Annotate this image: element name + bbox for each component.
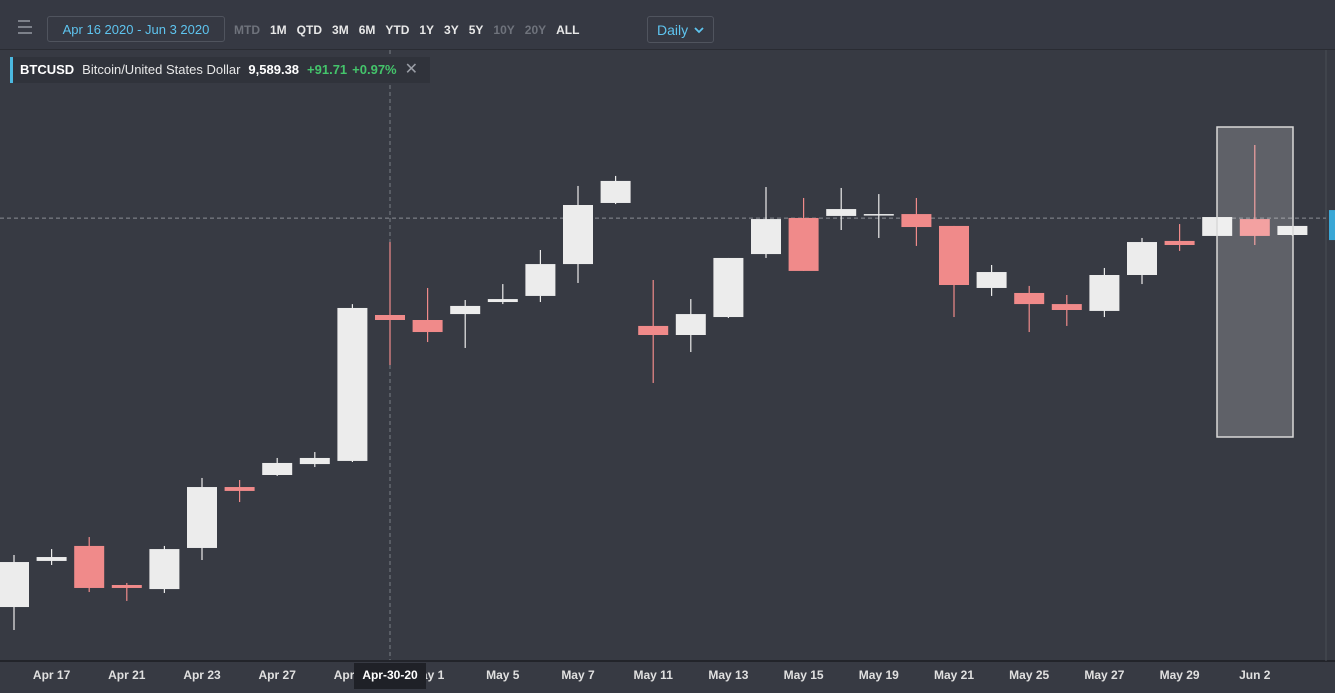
range-button[interactable]: 1Y — [419, 23, 435, 37]
x-tick-label: Apr 27 — [259, 668, 297, 682]
candle-body — [1239, 219, 1270, 236]
range-button[interactable]: 6M — [358, 23, 376, 37]
plot-background — [0, 50, 1335, 693]
range-button: 20Y — [524, 23, 547, 37]
x-tick-label: May 5 — [486, 668, 520, 682]
candle-body — [863, 214, 894, 216]
range-button[interactable]: 1M — [270, 23, 287, 37]
candle-body — [939, 225, 969, 285]
x-tick-label: Apr 17 — [33, 668, 71, 682]
candle-body — [1089, 275, 1120, 311]
candle-body — [638, 325, 669, 335]
range-button: MTD — [234, 23, 260, 37]
menu-icon[interactable] — [14, 20, 32, 36]
candle-body — [525, 264, 556, 296]
x-tick-label: May 27 — [1084, 668, 1124, 682]
candle-body — [1164, 240, 1195, 245]
close-button[interactable]: ✕ — [404, 61, 419, 78]
candle-body — [224, 487, 255, 491]
candle-body — [675, 314, 706, 335]
candle-body — [487, 299, 518, 303]
range-button: 10Y — [493, 23, 515, 37]
x-tick-label: Apr 23 — [183, 668, 221, 682]
candle-body — [563, 205, 593, 265]
candle-body — [111, 585, 142, 588]
interval-label: Daily — [657, 22, 689, 38]
crosshair-label: Apr-30-20 — [362, 668, 418, 682]
selection-box[interactable] — [1216, 126, 1294, 438]
candle-body — [0, 562, 29, 608]
date-range-button[interactable]: Apr 16 2020 - Jun 3 2020 — [47, 16, 225, 42]
candle-body — [713, 257, 744, 318]
x-tick-label: May 21 — [934, 668, 974, 682]
range-button[interactable]: 5Y — [468, 23, 484, 37]
range-button[interactable]: ALL — [556, 23, 580, 37]
x-tick-label: May 19 — [859, 668, 899, 682]
range-button[interactable]: 3M — [332, 23, 349, 37]
candle-body — [450, 305, 481, 315]
candle-body — [149, 549, 180, 590]
x-tick-label: May 25 — [1009, 668, 1049, 682]
candle-body — [262, 462, 293, 475]
x-tick-label: Jun 2 — [1239, 668, 1271, 682]
x-tick-label: May 7 — [561, 668, 595, 682]
last-price: 9,589.38 — [248, 62, 300, 77]
x-tick-label: May 15 — [784, 668, 824, 682]
dropdown-arrow — [694, 27, 704, 34]
candle-body — [299, 457, 330, 465]
candle-body — [1051, 304, 1082, 310]
change: +91.71 — [307, 62, 348, 77]
candle-body — [412, 320, 443, 333]
x-tick-label: May 29 — [1160, 668, 1200, 682]
crosshair-label-box — [354, 663, 426, 689]
candle-body — [751, 219, 781, 255]
x-tick-label: May 13 — [708, 668, 748, 682]
symbol: BTCUSD — [20, 62, 75, 77]
range-button[interactable]: QTD — [296, 23, 323, 37]
candle-body — [1014, 292, 1045, 305]
change-percent: +0.97% — [352, 62, 397, 77]
candle-body — [1127, 242, 1157, 275]
candle-body — [337, 307, 368, 461]
toolbar: Apr 16 2020 - Jun 3 2020 MTD 1M QTD 3M 6M YTD… — [0, 0, 1335, 50]
candle-body — [826, 209, 857, 216]
x-tick-label: Apr 21 — [108, 668, 146, 682]
candle-body — [901, 214, 932, 228]
price-tag — [1329, 210, 1335, 241]
candle-body — [187, 487, 217, 548]
candle-body — [976, 272, 1007, 288]
candle-body — [375, 315, 405, 320]
candle-body — [74, 545, 105, 588]
range-button[interactable]: YTD — [385, 23, 410, 37]
instrument-name: Bitcoin/United States Dollar — [82, 62, 241, 77]
legend: BTCUSD Bitcoin/United States Dollar 9,589.… — [10, 57, 430, 83]
range-button[interactable]: 3Y — [444, 23, 459, 37]
interval-dropdown[interactable]: Daily — [647, 16, 714, 43]
x-tick-label: May 11 — [634, 668, 674, 682]
range-buttons: MTD 1M QTD 3M 6M YTD 1Y 3Y 5Y 10Y 20Y ALL — [229, 16, 584, 42]
candle-body — [788, 217, 819, 271]
candle-body — [36, 557, 67, 561]
candle-body — [600, 180, 631, 203]
